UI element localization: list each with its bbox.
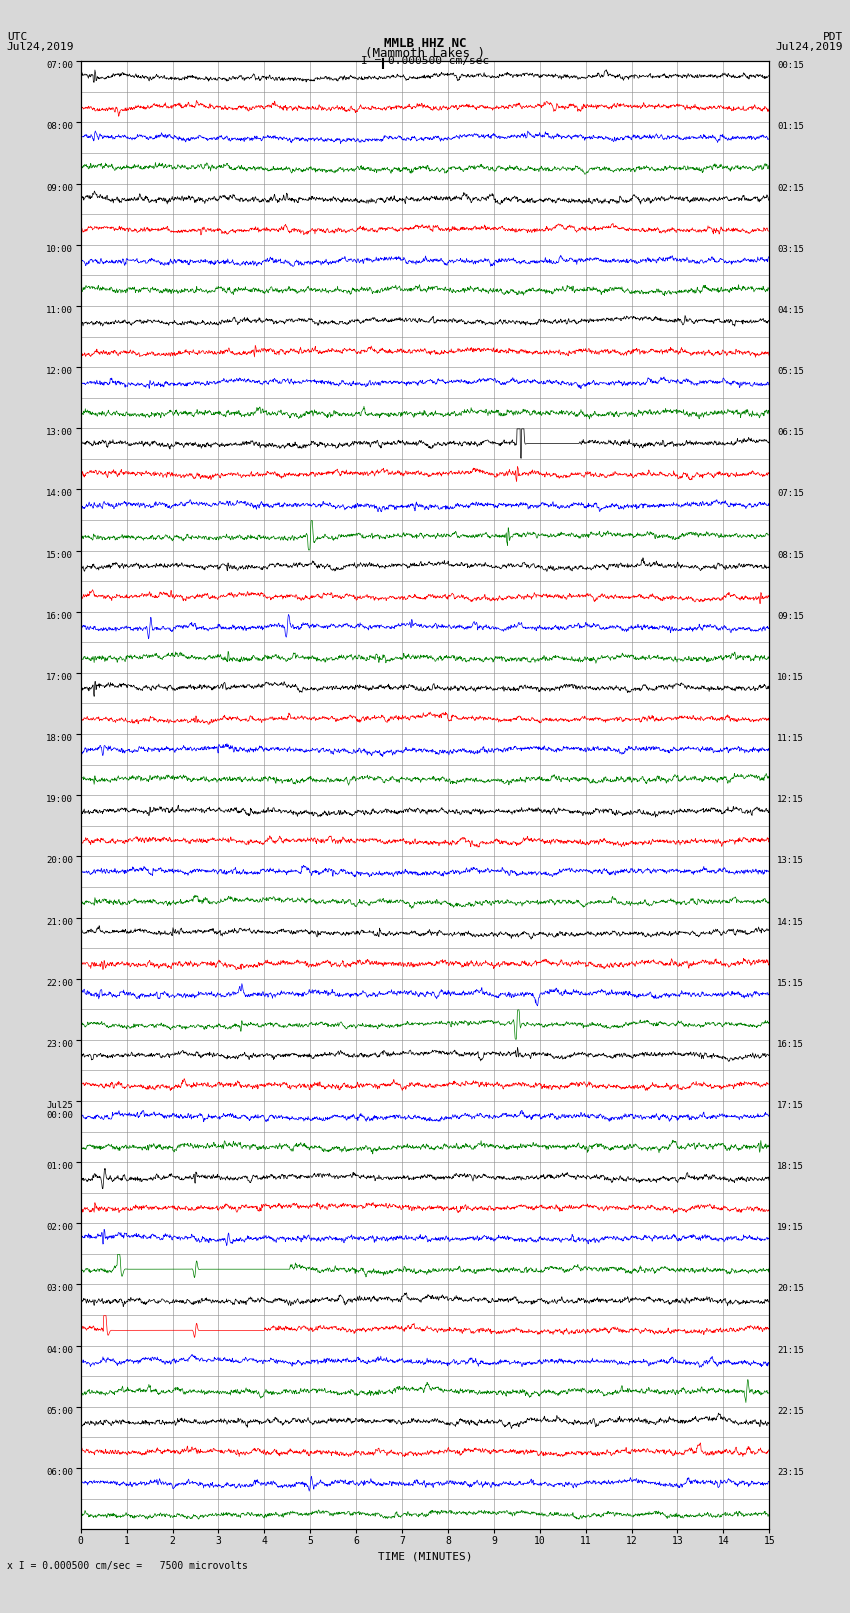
Text: Jul24,2019: Jul24,2019: [7, 42, 74, 52]
Text: UTC: UTC: [7, 32, 27, 42]
Text: I = 0.000500 cm/sec: I = 0.000500 cm/sec: [361, 56, 489, 66]
X-axis label: TIME (MINUTES): TIME (MINUTES): [377, 1552, 473, 1561]
Text: (Mammoth Lakes ): (Mammoth Lakes ): [365, 47, 485, 60]
Text: PDT: PDT: [823, 32, 843, 42]
Text: MMLB HHZ NC: MMLB HHZ NC: [383, 37, 467, 50]
Text: x I = 0.000500 cm/sec =   7500 microvolts: x I = 0.000500 cm/sec = 7500 microvolts: [7, 1561, 247, 1571]
Text: Jul24,2019: Jul24,2019: [776, 42, 843, 52]
